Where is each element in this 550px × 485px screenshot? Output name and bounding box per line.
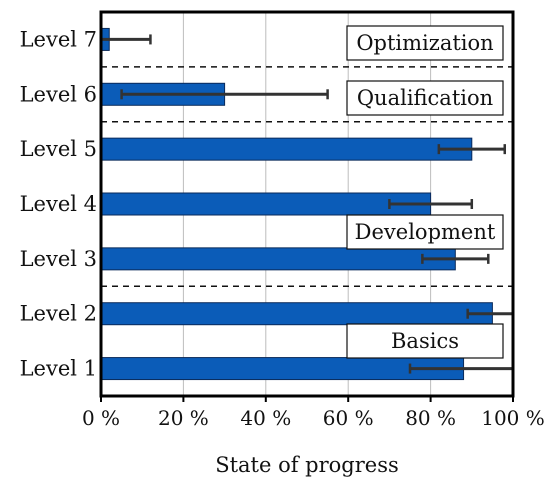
category-label-6: Level 6 — [20, 82, 97, 106]
phase-label-1: Optimization — [356, 31, 493, 55]
x-tick-label-0: 0 % — [82, 406, 120, 430]
bar-4 — [100, 192, 432, 216]
category-label-5: Level 5 — [20, 137, 97, 161]
phase-box-2 — [346, 80, 504, 116]
bar-3 — [100, 247, 456, 271]
x-tick-label-2: 40 % — [240, 406, 291, 430]
category-label-2: Level 2 — [20, 302, 97, 326]
x-axis-ticks: 0 % 20 % 40 % 60 % 80 % 100 % — [82, 396, 545, 430]
phase-box-1 — [346, 25, 504, 61]
phase-label-2: Qualification — [357, 86, 493, 110]
x-tick-label-1: 20 % — [158, 406, 209, 430]
phase-label-3: Development — [355, 220, 496, 244]
bar-5 — [100, 137, 473, 161]
phase-separators — [101, 66, 513, 288]
x-tick-label-5: 100 % — [481, 406, 545, 430]
plot-frame — [99, 10, 515, 398]
x-tick-label-4: 80 % — [405, 406, 456, 430]
category-labels: Level 1 Level 2 Level 3 Level 4 Level 5 Level… — [20, 27, 97, 380]
x-tick-label-3: 60 % — [323, 406, 374, 430]
phase-labels: Optimization Qualification Development Basi… — [346, 25, 504, 359]
phase-label-4: Basics — [391, 329, 459, 353]
phase-box-4 — [346, 323, 504, 359]
category-label-3: Level 3 — [20, 247, 97, 271]
category-label-4: Level 4 — [20, 192, 97, 216]
bar-2 — [100, 302, 493, 326]
category-label-7: Level 7 — [20, 27, 97, 51]
x-axis-title: State of progress — [215, 453, 399, 477]
category-label-1: Level 1 — [20, 357, 97, 381]
phase-box-3 — [346, 214, 504, 250]
